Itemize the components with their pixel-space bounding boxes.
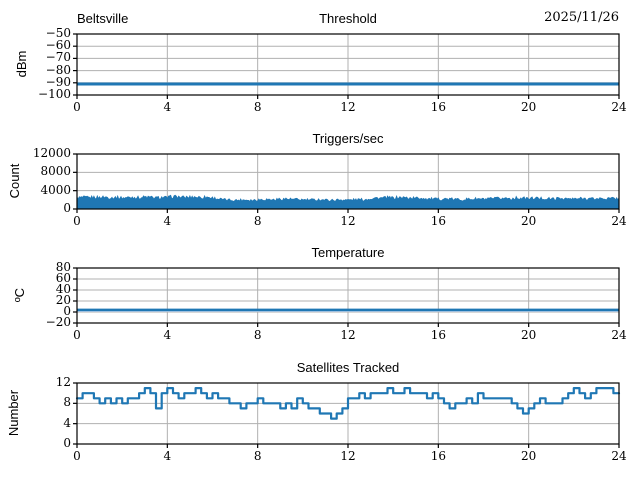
x-tick-label: 16 [430, 214, 446, 228]
plot2-ylabel: Count [7, 163, 22, 199]
y-tick-label: 0 [63, 304, 71, 318]
y-tick-label: 12000 [32, 146, 71, 160]
x-tick-label: 12 [340, 449, 356, 463]
x-tick-label: 20 [521, 328, 537, 342]
y-tick-label: −50 [45, 26, 71, 40]
plot1-title: Threshold [319, 11, 377, 26]
x-tick-label: 4 [163, 449, 172, 463]
x-tick-label: 4 [163, 214, 172, 228]
y-tick-label: 0 [63, 201, 71, 215]
x-tick-label: 20 [521, 449, 537, 463]
plot4-ylabel: Number [6, 389, 21, 437]
y-tick-label: 0 [63, 436, 71, 450]
y-tick-label: 8000 [40, 164, 71, 179]
y-tick-label: −60 [45, 38, 71, 53]
x-tick-label: 24 [611, 100, 627, 114]
x-tick-label: 20 [521, 100, 537, 114]
x-tick-label: 12 [340, 214, 356, 228]
x-tick-label: 0 [73, 100, 81, 114]
x-tick-label: 24 [611, 449, 627, 463]
x-tick-label: 8 [253, 100, 262, 114]
plot3-title: Temperature [311, 245, 385, 260]
y-tick-label: 60 [55, 271, 71, 285]
x-tick-label: 0 [73, 328, 81, 342]
station-title: Beltsville [77, 11, 129, 26]
triggers-area-series [76, 194, 620, 210]
x-tick-label: 4 [163, 100, 172, 114]
y-tick-label: 4000 [40, 182, 71, 197]
y-tick-label: −80 [45, 62, 71, 77]
y-tick-label: 8 [63, 395, 71, 410]
x-tick-label: 0 [73, 214, 81, 228]
y-tick-label: 80 [55, 260, 71, 274]
x-tick-label: 8 [253, 449, 262, 463]
y-tick-label: −70 [45, 50, 71, 65]
x-tick-label: 12 [340, 328, 356, 342]
x-tick-label: 4 [163, 328, 172, 342]
y-tick-label: 4 [63, 415, 71, 430]
x-tick-label: 8 [253, 328, 262, 342]
y-tick-label: 40 [55, 282, 71, 296]
y-tick-label: 20 [55, 293, 71, 307]
plot2-title: Triggers/sec [312, 131, 384, 146]
x-tick-label: 20 [521, 214, 537, 228]
y-tick-label: −90 [45, 74, 71, 89]
date-label: 2025/11/26 [544, 10, 619, 25]
x-tick-label: 16 [430, 328, 446, 342]
x-tick-label: 16 [430, 449, 446, 463]
x-tick-label: 24 [611, 214, 627, 228]
satellites-step-series [75, 387, 621, 420]
y-tick-label: −20 [45, 315, 71, 329]
x-tick-label: 0 [73, 449, 81, 463]
y-tick-label: 12 [55, 375, 71, 389]
x-tick-label: 12 [340, 100, 356, 114]
x-tick-label: 24 [611, 328, 627, 342]
x-tick-label: 16 [430, 100, 446, 114]
plot4-title: Satellites Tracked [296, 360, 400, 375]
y-tick-label: −100 [38, 87, 71, 101]
x-tick-label: 8 [253, 214, 262, 228]
